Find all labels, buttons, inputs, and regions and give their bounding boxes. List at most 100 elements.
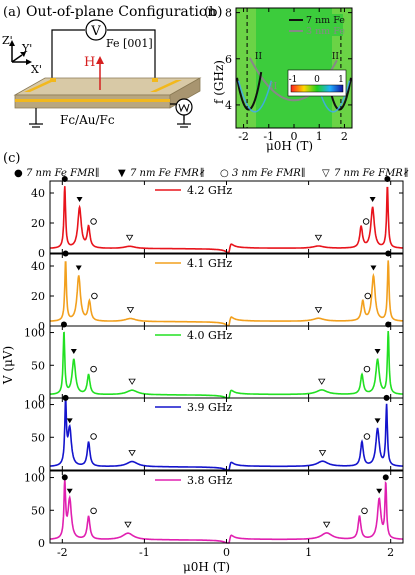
dispersion-blue-left	[237, 80, 273, 113]
legend-text-2: 7 nm Fe FMR∦	[130, 167, 205, 179]
panel-c-xlabel: μ0H (T)	[183, 560, 230, 574]
panel-b-xlabel: μ0H (T)	[266, 139, 313, 153]
spectrum-panel-1: 4.1 GHz 0 20 40	[31, 250, 404, 333]
mode-label-0: II	[255, 52, 263, 62]
b-xtick-label-0: -2	[238, 130, 249, 143]
marker-open-triangle-0-4	[314, 234, 323, 242]
b-xtick-label-4: 2	[341, 130, 348, 143]
power-meter-icon	[175, 98, 193, 116]
c-xtick-label-3: 1	[305, 546, 312, 559]
c-ytick-label-0-1: 20	[31, 217, 45, 230]
c-ytick-label-0-0: 0	[38, 247, 45, 260]
c-ytick-label-4-2: 100	[24, 472, 45, 485]
marker-filled-triangle-2-6	[374, 349, 381, 355]
c-ytick-label-0-2: 40	[31, 187, 45, 200]
contact-right	[152, 78, 158, 82]
panel-c-label: (c)	[3, 151, 20, 166]
b-xtick-label-2: 0	[291, 130, 298, 143]
freq-title-2: 4.0 GHz	[187, 329, 232, 342]
marker-open-triangle-2-3	[128, 378, 136, 385]
freq-title-0: 4.2 GHz	[187, 184, 232, 197]
colorbar-tick-neg: -1	[289, 75, 298, 85]
marker-open-circle-1-5	[364, 292, 372, 300]
c-ytick-label-2-2: 100	[24, 327, 45, 340]
legend-text-4: 7 nm Fe FMR∦	[334, 167, 409, 179]
freq-title-3: 3.9 GHz	[187, 401, 232, 414]
legend-symbol-2: ▼	[118, 168, 126, 179]
marker-open-triangle-1-4	[314, 307, 323, 314]
legend-symbol-4: ▽	[322, 168, 330, 179]
marker-open-circle-3-5	[363, 433, 371, 440]
panel-b-label: (b)	[204, 5, 222, 20]
marker-filled-triangle-0-1	[76, 197, 83, 202]
marker-filled-circle-4-7	[382, 474, 389, 481]
legend-symbol-3: ○	[220, 168, 229, 179]
marker-filled-triangle-2-1	[70, 349, 77, 355]
marker-filled-triangle-1-6	[370, 265, 377, 271]
c-ytick-label-4-1: 50	[31, 504, 45, 517]
legend-3nm: 3 nm Fe	[306, 26, 345, 37]
spectrum-line-4	[50, 479, 403, 544]
panel-a: (a) Out-of-plane Configuration V H Fe [0…	[2, 4, 216, 128]
c-ytick-label-1-1: 20	[31, 290, 45, 303]
colorbar: -1 0 1	[287, 69, 347, 97]
colorbar-tick-pos: 1	[338, 75, 344, 85]
b-xtick-label-3: 1	[316, 130, 323, 143]
freq-title-4: 3.8 GHz	[187, 474, 232, 487]
freq-title-1: 4.1 GHz	[187, 257, 232, 270]
marker-open-triangle-4-4	[322, 521, 331, 528]
panel-a-label: (a)	[3, 5, 21, 20]
c-ytick-label-3-2: 100	[24, 399, 45, 412]
marker-filled-triangle-4-6	[376, 488, 383, 494]
c-ytick-label-3-0: 0	[38, 464, 45, 477]
panel-b-legend: 7 nm Fe 3 nm Fe	[287, 14, 345, 37]
panel-c-ylabel: V (μV)	[1, 346, 15, 385]
legend-text-3: 3 nm Fe FMR∥	[232, 167, 305, 179]
c-ytick-label-3-1: 50	[31, 431, 45, 444]
marker-open-circle-1-2	[91, 292, 98, 300]
substrate-top	[13, 77, 202, 96]
marker-filled-triangle-0-6	[369, 197, 376, 202]
marker-filled-triangle-3-1	[66, 418, 73, 424]
c-ytick-label-2-1: 50	[31, 359, 45, 372]
marker-filled-circle-4-0	[61, 474, 68, 481]
field-label: H	[84, 55, 95, 70]
stripe-front	[15, 99, 170, 102]
voltmeter-label: V	[90, 24, 101, 39]
legend-7nm: 7 nm Fe	[306, 15, 345, 26]
c-ytick-label-1-0: 0	[38, 320, 45, 333]
dispersion-7nm-left	[236, 71, 263, 111]
wire-right	[107, 29, 156, 80]
marker-open-circle-2-2	[90, 365, 97, 373]
stripe-left	[24, 80, 56, 92]
marker-open-circle-4-2	[90, 507, 97, 515]
stripe-right	[150, 80, 182, 92]
stack-label: Fc/Au/Fc	[60, 113, 115, 127]
marker-filled-triangle-1-1	[75, 265, 82, 271]
wire-left	[51, 29, 85, 80]
marker-open-triangle-0-3	[125, 234, 134, 242]
mode-label-1: II	[332, 52, 340, 62]
marker-open-triangle-2-4	[318, 378, 326, 385]
mode-label-2: II	[270, 82, 278, 92]
c-xtick-label-0: -2	[57, 546, 68, 559]
marker-filled-triangle-3-6	[374, 418, 381, 424]
voltmeter-icon	[85, 19, 107, 41]
marker-open-circle-0-2	[90, 218, 97, 225]
field-arrowhead	[96, 56, 104, 64]
b-ytick-label-1: 6	[225, 53, 232, 66]
c-xtick-label-4: 2	[387, 546, 394, 559]
marker-open-circle-2-5	[363, 365, 371, 373]
marker-open-triangle-1-3	[126, 307, 135, 314]
spectrum-panel-2: 4.0 GHz 0 50 100	[24, 321, 404, 405]
spectrum-panel-0: 4.2 GHz 0 20 40	[31, 176, 404, 260]
b-ytick-label-2: 8	[225, 7, 232, 20]
contact-left	[50, 78, 56, 82]
crystal-label: Fe [001]	[106, 37, 153, 50]
panel-c-legend: ● 7 nm Fe FMR∥ ▼ 7 nm Fe FMR∦ ○ 3 nm Fe …	[14, 167, 409, 179]
dispersion-blue-right	[315, 80, 351, 113]
b-ytick-label-0: 4	[225, 99, 232, 112]
marker-open-triangle-3-4	[318, 450, 327, 457]
ground-left-icon	[29, 108, 43, 128]
